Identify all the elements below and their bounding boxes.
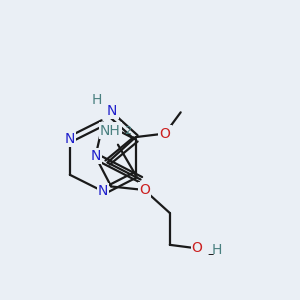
Text: NH: NH — [100, 124, 121, 137]
Text: –: – — [208, 248, 214, 261]
Text: H: H — [212, 243, 222, 257]
Text: O: O — [160, 127, 170, 140]
Text: N: N — [90, 149, 101, 164]
Text: N: N — [64, 132, 75, 146]
Text: N: N — [98, 184, 108, 198]
Text: N: N — [107, 103, 117, 118]
Text: O: O — [139, 183, 150, 197]
Text: O: O — [192, 242, 203, 255]
Text: 2: 2 — [124, 125, 131, 136]
Text: H: H — [92, 93, 102, 107]
